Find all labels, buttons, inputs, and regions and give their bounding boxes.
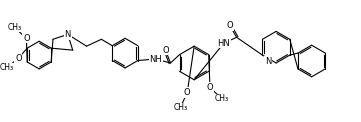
Text: N: N <box>265 56 271 66</box>
Text: O: O <box>162 46 169 55</box>
Text: NH: NH <box>149 55 162 64</box>
Text: O: O <box>15 54 22 63</box>
Text: O: O <box>226 21 233 30</box>
Text: O: O <box>184 88 191 97</box>
Text: N: N <box>65 30 71 39</box>
Text: O: O <box>23 34 30 43</box>
Text: HN: HN <box>217 39 230 48</box>
Text: CH₃: CH₃ <box>215 94 229 103</box>
Text: CH₃: CH₃ <box>0 63 14 72</box>
Text: CH₃: CH₃ <box>8 23 22 32</box>
Text: O: O <box>206 83 213 92</box>
Text: CH₃: CH₃ <box>173 103 187 112</box>
